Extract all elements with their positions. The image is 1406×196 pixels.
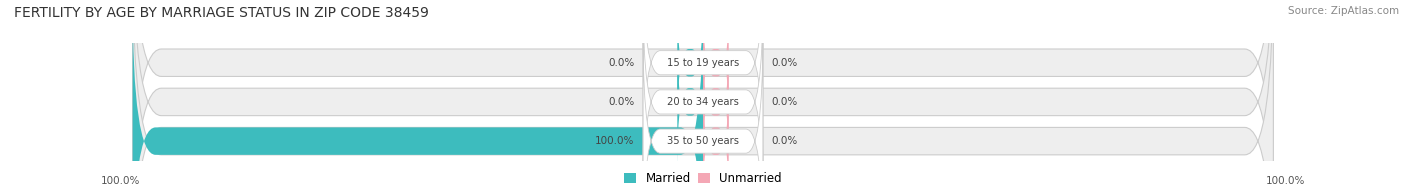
Text: 35 to 50 years: 35 to 50 years xyxy=(666,136,740,146)
FancyBboxPatch shape xyxy=(703,0,728,127)
FancyBboxPatch shape xyxy=(703,37,728,167)
FancyBboxPatch shape xyxy=(678,0,703,127)
FancyBboxPatch shape xyxy=(678,37,703,167)
Text: 100.0%: 100.0% xyxy=(101,176,141,186)
FancyBboxPatch shape xyxy=(703,76,728,196)
Text: 100.0%: 100.0% xyxy=(1265,176,1305,186)
Text: Source: ZipAtlas.com: Source: ZipAtlas.com xyxy=(1288,6,1399,16)
Legend: Married, Unmarried: Married, Unmarried xyxy=(620,168,786,190)
FancyBboxPatch shape xyxy=(643,0,763,196)
Text: FERTILITY BY AGE BY MARRIAGE STATUS IN ZIP CODE 38459: FERTILITY BY AGE BY MARRIAGE STATUS IN Z… xyxy=(14,6,429,20)
FancyBboxPatch shape xyxy=(643,0,763,168)
Text: 20 to 34 years: 20 to 34 years xyxy=(666,97,740,107)
Text: 0.0%: 0.0% xyxy=(772,136,797,146)
FancyBboxPatch shape xyxy=(132,0,703,196)
FancyBboxPatch shape xyxy=(643,36,763,196)
Text: 0.0%: 0.0% xyxy=(772,97,797,107)
Text: 0.0%: 0.0% xyxy=(609,97,634,107)
Text: 15 to 19 years: 15 to 19 years xyxy=(666,58,740,68)
Text: 0.0%: 0.0% xyxy=(609,58,634,68)
FancyBboxPatch shape xyxy=(132,0,1274,196)
Text: 100.0%: 100.0% xyxy=(595,136,634,146)
Text: 0.0%: 0.0% xyxy=(772,58,797,68)
FancyBboxPatch shape xyxy=(132,0,1274,196)
FancyBboxPatch shape xyxy=(132,0,1274,196)
